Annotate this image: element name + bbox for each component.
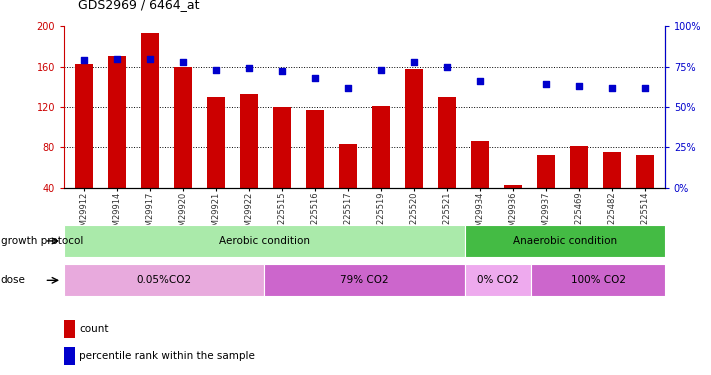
Bar <box>570 146 588 188</box>
Text: percentile rank within the sample: percentile rank within the sample <box>79 351 255 361</box>
Bar <box>75 63 93 188</box>
Bar <box>273 107 291 188</box>
Bar <box>464 225 665 257</box>
Point <box>606 84 618 90</box>
Text: Aerobic condition: Aerobic condition <box>219 236 310 246</box>
Bar <box>464 264 531 296</box>
Text: 0% CO2: 0% CO2 <box>477 275 519 285</box>
Text: growth protocol: growth protocol <box>1 236 83 246</box>
Bar <box>636 155 654 188</box>
Bar <box>504 186 522 188</box>
Point <box>177 59 188 65</box>
Bar <box>438 97 456 188</box>
Point <box>375 67 387 73</box>
Text: GDS2969 / 6464_at: GDS2969 / 6464_at <box>78 0 200 11</box>
Text: Anaerobic condition: Anaerobic condition <box>513 236 616 246</box>
Bar <box>372 106 390 188</box>
Point <box>276 68 287 74</box>
Point <box>144 56 156 62</box>
Text: 0.05%CO2: 0.05%CO2 <box>137 275 192 285</box>
Point <box>639 84 651 90</box>
Bar <box>603 152 621 188</box>
Bar <box>64 264 264 296</box>
Point <box>342 84 353 90</box>
Point <box>474 78 486 84</box>
Point <box>309 75 321 81</box>
Bar <box>471 141 489 188</box>
Text: 79% CO2: 79% CO2 <box>340 275 389 285</box>
Text: 100% CO2: 100% CO2 <box>570 275 626 285</box>
Point <box>540 81 552 87</box>
Text: count: count <box>79 324 109 334</box>
Point <box>573 83 584 89</box>
Bar <box>339 144 357 188</box>
Bar <box>240 94 258 188</box>
Bar <box>306 110 324 188</box>
Text: dose: dose <box>1 275 26 285</box>
Point <box>111 56 122 62</box>
Point <box>210 67 222 73</box>
Bar <box>207 97 225 188</box>
Bar <box>531 264 665 296</box>
Bar <box>537 155 555 188</box>
Point <box>408 59 419 65</box>
Bar <box>64 347 75 365</box>
Bar <box>264 264 464 296</box>
Bar <box>141 33 159 188</box>
Bar <box>173 67 192 188</box>
Bar <box>108 57 126 188</box>
Point <box>442 63 453 70</box>
Bar <box>64 320 75 338</box>
Point <box>243 65 255 71</box>
Bar <box>64 225 464 257</box>
Point <box>78 57 90 63</box>
Bar <box>405 69 423 188</box>
